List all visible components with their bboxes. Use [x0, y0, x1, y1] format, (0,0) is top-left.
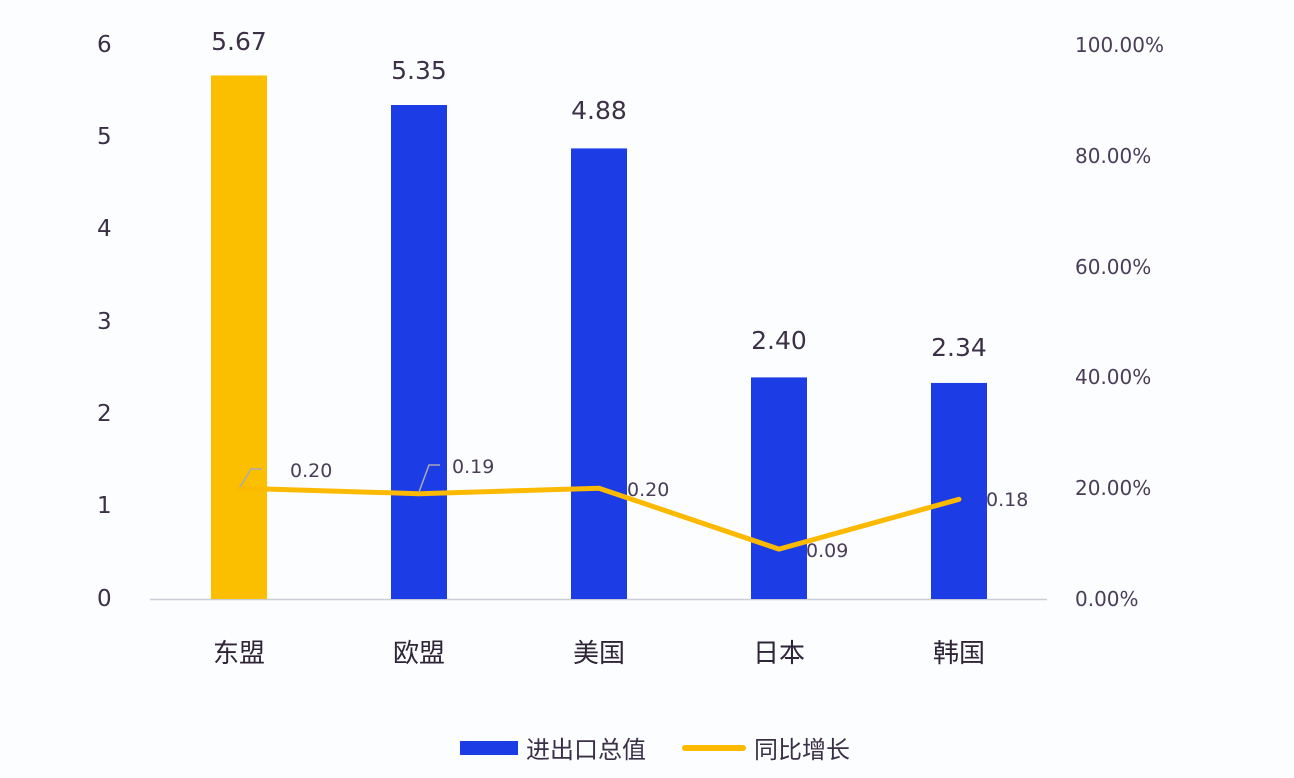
line-value-label: 0.19	[452, 456, 495, 478]
category-label: 日本	[752, 639, 805, 669]
bar	[931, 382, 987, 599]
bar-value-label: 4.88	[571, 96, 627, 125]
right-axis-tick: 60.00%	[1075, 255, 1152, 279]
legend-label: 进出口总值	[526, 736, 646, 764]
category-label: 东盟	[212, 639, 265, 669]
category-label: 韩国	[932, 639, 985, 669]
bar	[391, 105, 447, 600]
growth-line	[236, 485, 962, 552]
right-axis-tick: 40.00%	[1075, 365, 1152, 389]
bar-series	[211, 75, 987, 600]
category-label: 欧盟	[392, 639, 445, 669]
left-axis-tick: 1	[97, 493, 112, 519]
legend-item-yoy-growth[interactable]: 同比增长	[682, 730, 850, 765]
line-value-label: 0.18	[986, 489, 1029, 511]
category-label: 美国	[572, 639, 625, 669]
line-value-label: 0.09	[806, 540, 849, 562]
right-axis-tick: 100.00%	[1075, 33, 1164, 57]
left-axis-tick: 3	[97, 309, 112, 335]
left-axis-tick: 2	[97, 401, 112, 427]
bar	[571, 148, 627, 599]
legend-item-trade-total[interactable]: 进出口总值	[460, 730, 646, 765]
leader-line	[418, 464, 440, 493]
legend: 进出口总值 同比增长	[460, 730, 886, 765]
legend-label: 同比增长	[754, 736, 850, 764]
line-value-label: 0.20	[627, 479, 670, 501]
bar-value-label: 2.34	[931, 333, 987, 362]
right-axis-tick: 80.00%	[1075, 144, 1152, 168]
bar	[211, 75, 267, 600]
left-axis-tick: 4	[97, 216, 112, 242]
left-axis-tick: 5	[97, 124, 112, 150]
right-axis-tick: 20.00%	[1075, 476, 1152, 500]
label-leader-lines	[239, 464, 440, 493]
left-axis-tick: 6	[97, 32, 112, 58]
bar-swatch-icon	[460, 740, 518, 755]
bar-value-label: 2.40	[751, 326, 807, 355]
bar-value-label: 5.67	[211, 27, 267, 56]
left-axis-tick: 0	[97, 586, 112, 612]
right-axis-tick: 0.00%	[1075, 587, 1139, 611]
bar	[751, 377, 807, 599]
leader-line	[239, 468, 262, 488]
line-swatch-icon	[682, 744, 746, 751]
line-value-label: 0.20	[290, 460, 333, 482]
bar-value-label: 5.35	[391, 56, 447, 85]
